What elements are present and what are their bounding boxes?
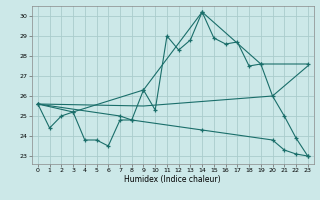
X-axis label: Humidex (Indice chaleur): Humidex (Indice chaleur): [124, 175, 221, 184]
